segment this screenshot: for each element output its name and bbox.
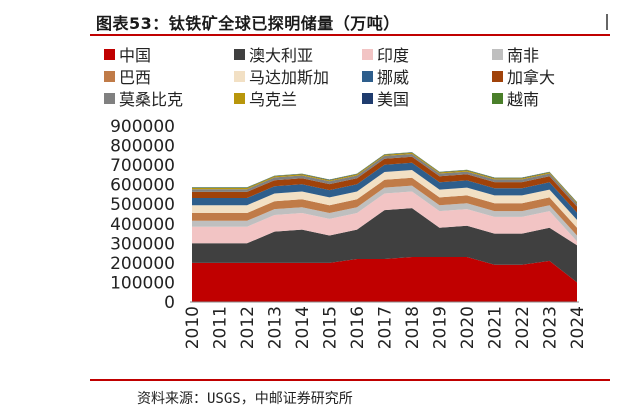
x-tick-label-5: 2015 [321, 306, 341, 349]
legend-swatch [104, 92, 115, 104]
legend-swatch [492, 70, 503, 82]
x-tick-label-12: 2022 [513, 306, 533, 349]
legend-label: 巴西 [119, 68, 152, 87]
legend-item-1: 澳大利亚 [234, 42, 313, 66]
y-tick-label-7: 700000 [110, 156, 175, 176]
legend-swatch [362, 70, 373, 82]
legend-label: 莫桑比克 [119, 90, 184, 109]
y-tick-label-1: 100000 [110, 273, 175, 293]
legend-item-3: 南非 [492, 42, 539, 66]
y-tick-label-6: 600000 [110, 176, 175, 196]
y-tick-label-9: 900000 [110, 117, 175, 137]
legend-swatch [492, 92, 503, 104]
legend-item-5: 马达加斯加 [234, 64, 329, 88]
legend-item-0: 中国 [104, 42, 151, 66]
legend-swatch [234, 48, 245, 60]
y-tick-label-3: 300000 [110, 234, 175, 254]
area-series-8 [192, 154, 577, 207]
chart-title: 图表53：钛铁矿全球已探明储量（万吨） [96, 14, 400, 33]
legend-label: 澳大利亚 [249, 46, 314, 65]
x-tick-label-0: 2010 [183, 306, 203, 349]
legend-swatch [234, 92, 245, 104]
legend-swatch [362, 92, 373, 104]
legend-swatch [104, 70, 115, 82]
x-tick-label-2: 2012 [238, 306, 258, 349]
y-tick-label-0: 0 [164, 293, 175, 313]
area-series-3 [192, 185, 577, 242]
x-tick-label-8: 2018 [403, 306, 423, 349]
y-tick-label-8: 800000 [110, 137, 175, 157]
x-tick-label-1: 2011 [211, 306, 231, 349]
legend-swatch [234, 70, 245, 82]
chart-title-bar: 图表53：钛铁矿全球已探明储量（万吨） [90, 4, 610, 36]
x-tick-label-11: 2021 [486, 306, 506, 349]
x-tick-label-4: 2014 [293, 306, 313, 349]
legend-label: 越南 [507, 90, 540, 109]
y-tick-label-5: 500000 [110, 195, 175, 215]
legend-swatch [362, 48, 373, 60]
area-series-6 [192, 162, 577, 220]
area-series-2 [192, 191, 577, 246]
x-tick-label-10: 2020 [458, 306, 478, 349]
legend-swatch [492, 48, 503, 60]
legend-label: 乌克兰 [249, 90, 298, 109]
legend-item-11: 越南 [492, 86, 539, 110]
legend-swatch [104, 48, 115, 60]
legend-label: 加拿大 [507, 68, 556, 87]
title-divider [90, 34, 610, 36]
legend-item-2: 印度 [362, 42, 409, 66]
x-tick-label-6: 2016 [348, 306, 368, 349]
area-series-1 [192, 208, 577, 283]
title-edge-marker [606, 14, 618, 30]
x-tick-label-14: 2024 [568, 306, 588, 349]
legend-item-7: 加拿大 [492, 64, 555, 88]
legend-item-8: 莫桑比克 [104, 86, 183, 110]
x-tick-label-13: 2023 [541, 306, 561, 349]
legend-item-9: 乌克兰 [234, 86, 297, 110]
legend-label: 中国 [119, 46, 152, 65]
area-series-4 [192, 177, 577, 236]
y-tick-label-2: 200000 [110, 254, 175, 274]
chart-legend: 中国 澳大利亚 印度 南非巴西 马达加斯加 挪威 加拿大莫桑比克 乌克兰 美国 越南 [104, 42, 604, 112]
legend-label: 南非 [507, 46, 540, 65]
source-note: 资料来源：USGS，中邮证券研究所 [137, 391, 353, 407]
area-series-9 [192, 152, 577, 204]
area-chart: 0100000200000300000400000500000600000700… [110, 117, 588, 349]
legend-label: 印度 [377, 46, 410, 65]
legend-item-6: 挪威 [362, 64, 409, 88]
area-series-7 [192, 156, 577, 213]
source-divider [90, 379, 610, 381]
legend-item-10: 美国 [362, 86, 409, 110]
x-tick-label-3: 2013 [266, 306, 286, 349]
legend-item-4: 巴西 [104, 64, 151, 88]
area-series-5 [192, 170, 577, 228]
legend-label: 挪威 [377, 68, 410, 87]
x-tick-label-7: 2017 [376, 306, 396, 349]
area-series-0 [192, 257, 577, 302]
legend-label: 美国 [377, 90, 410, 109]
x-tick-label-9: 2019 [431, 306, 451, 349]
legend-label: 马达加斯加 [249, 68, 330, 87]
y-tick-label-4: 400000 [110, 215, 175, 235]
